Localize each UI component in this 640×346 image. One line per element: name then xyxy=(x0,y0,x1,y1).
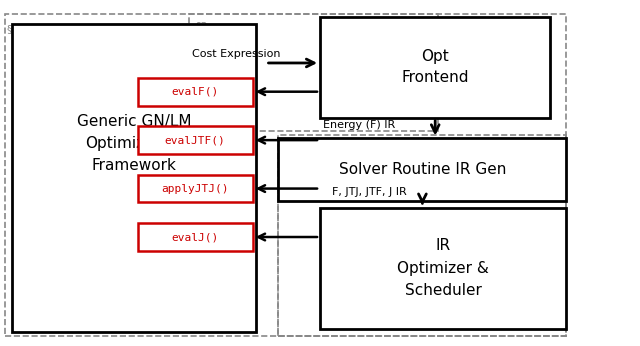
FancyBboxPatch shape xyxy=(138,175,253,202)
Text: Opt
Frontend: Opt Frontend xyxy=(401,49,469,85)
Text: §4: §4 xyxy=(6,24,19,34)
FancyBboxPatch shape xyxy=(12,24,256,332)
Text: §5: §5 xyxy=(280,140,293,150)
Text: evalF(): evalF() xyxy=(172,87,219,97)
Text: Solver Routine IR Gen: Solver Routine IR Gen xyxy=(339,162,506,177)
FancyBboxPatch shape xyxy=(320,17,550,118)
FancyBboxPatch shape xyxy=(320,208,566,329)
Text: Generic GN/LM
Optimization
Framework: Generic GN/LM Optimization Framework xyxy=(77,114,191,173)
FancyBboxPatch shape xyxy=(278,138,566,201)
Text: §6: §6 xyxy=(280,192,293,202)
FancyBboxPatch shape xyxy=(138,126,253,154)
Text: IR
Optimizer &
Scheduler: IR Optimizer & Scheduler xyxy=(397,238,489,298)
Text: evalJTF(): evalJTF() xyxy=(165,135,225,145)
FancyBboxPatch shape xyxy=(138,78,253,106)
Text: Cost Expression: Cost Expression xyxy=(192,49,280,58)
Text: Energy (F) IR: Energy (F) IR xyxy=(323,120,396,130)
Text: §3: §3 xyxy=(195,21,208,31)
Text: F, JTJ, JTF, J IR: F, JTJ, JTF, J IR xyxy=(332,187,406,197)
FancyBboxPatch shape xyxy=(138,223,253,251)
Text: evalJ(): evalJ() xyxy=(172,232,219,242)
Text: applyJTJ(): applyJTJ() xyxy=(161,184,229,193)
